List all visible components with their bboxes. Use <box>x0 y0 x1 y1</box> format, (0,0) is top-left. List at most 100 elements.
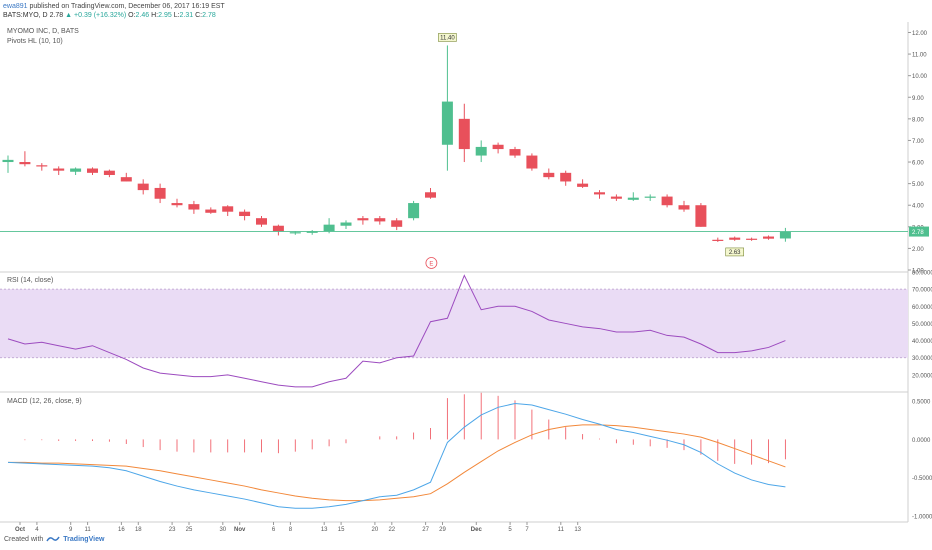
time-tick-label: 15 <box>338 527 345 533</box>
price-tick-label: 10.00 <box>912 74 928 80</box>
candle-body <box>610 196 622 199</box>
main-pane-title: MYOMO INC, D, BATS <box>7 28 79 35</box>
candle-body <box>729 237 741 240</box>
candle-body <box>154 187 166 199</box>
candle-body <box>87 168 98 173</box>
earnings-event-icon <box>425 257 438 269</box>
candle-body <box>2 159 14 163</box>
time-tick-label: 7 <box>525 527 529 533</box>
up-arrow-icon: ▲ <box>65 12 73 19</box>
candle-body <box>53 168 65 171</box>
earnings-event-label: E <box>429 262 433 268</box>
candle-body <box>289 232 301 234</box>
rsi-tick-label: 20.0000 <box>912 373 932 379</box>
candle-body <box>256 218 267 225</box>
macd-pane-title: MACD (12, 26, close, 9) <box>7 398 82 405</box>
macd-signal-line <box>8 424 786 502</box>
time-tick-label: 23 <box>169 527 176 533</box>
price-tick-label: 9.00 <box>912 96 924 102</box>
last-price: 2.78 <box>49 12 64 19</box>
time-tick-label: 8 <box>289 527 293 533</box>
price-tick-label: 12.00 <box>912 31 928 37</box>
pivots-indicator-label: Pivots HL (10, 10) <box>7 38 63 45</box>
high-value: 2.95 <box>158 12 172 19</box>
candle-body <box>712 239 724 241</box>
rsi-tick-label: 70.0000 <box>912 288 932 294</box>
time-axis[interactable]: Oct 4 9 11 16 18 23 25 30 Nov 6 8 13 15 20 22 27 29 Dec 5 7 1… <box>15 522 582 533</box>
candle-body <box>560 172 572 182</box>
footer-brand[interactable]: TradingView <box>63 536 105 543</box>
candle-body <box>526 155 538 169</box>
candle-body <box>120 177 132 182</box>
time-tick-label: 11 <box>84 527 91 533</box>
time-tick-label: 29 <box>439 527 446 533</box>
close-label: C: <box>195 12 203 19</box>
candle-body <box>188 204 200 210</box>
pivot-low-label: 2.63 <box>729 250 741 256</box>
macd-line <box>7 402 786 509</box>
rsi-tick-label: 60.0000 <box>912 305 932 311</box>
chart-background <box>0 22 909 523</box>
price-tick-label: 4.00 <box>912 204 924 210</box>
author-link[interactable]: ewa891 <box>3 3 28 10</box>
candle-body <box>746 238 758 240</box>
candle-body <box>492 144 504 150</box>
candle-body <box>543 172 555 178</box>
time-tick-label: 6 <box>272 527 276 533</box>
candle-body <box>475 146 487 156</box>
macd-pane[interactable]: -1.0000 -0.5000 0.0000 0.5000 <box>7 392 932 521</box>
time-tick-label: 13 <box>574 527 581 533</box>
price-tick-label: 1.00 <box>912 269 924 275</box>
open-value: 2.46 <box>135 12 150 19</box>
time-tick-label: 5 <box>508 527 512 533</box>
time-tick-label: Nov <box>234 527 246 533</box>
time-tick-label: 11 <box>558 527 565 533</box>
time-tick-label: 30 <box>219 527 226 533</box>
price-change: +0.39 (+16.32%) <box>74 12 127 19</box>
price-tick-label: 11.00 <box>912 53 927 59</box>
candle-body <box>171 203 183 206</box>
pivot-high-label: 11.40 <box>440 35 455 41</box>
candle-body <box>340 222 352 226</box>
candle-body <box>205 209 217 213</box>
rsi-tick-label: 40.0000 <box>912 339 932 345</box>
candle-body <box>441 101 453 145</box>
macd-tick-label: -0.5000 <box>912 476 932 482</box>
candle-body <box>36 165 48 167</box>
rsi-line <box>7 274 786 388</box>
rsi-tick-label: 80.0000 <box>912 271 932 277</box>
price-tick-label: 5.00 <box>912 182 924 188</box>
time-tick-label: 4 <box>35 527 39 533</box>
candle-body <box>391 220 403 227</box>
footer: Created with TradingView <box>4 535 104 544</box>
price-tick-label: 8.00 <box>912 117 924 123</box>
candle-body <box>222 206 234 212</box>
candle-body <box>323 224 335 232</box>
candle-body <box>239 211 251 217</box>
candle-body <box>678 205 690 210</box>
time-tick-label: 9 <box>69 527 73 533</box>
candle-body <box>425 192 436 198</box>
last-price-label: 2.78 <box>912 230 924 236</box>
publish-date: published on TradingView.com, December 0… <box>29 3 225 10</box>
candle-body <box>661 196 673 206</box>
time-tick-label: Oct <box>15 527 25 533</box>
time-tick-label: 16 <box>118 527 125 533</box>
candle-body <box>763 236 774 239</box>
candle-body <box>306 231 318 233</box>
macd-tick-label: 0.5000 <box>912 400 931 406</box>
rsi-tick-label: 30.0000 <box>912 356 932 362</box>
candle-body <box>408 203 420 219</box>
symbol: BATS:MYO, D <box>3 12 48 19</box>
price-tick-label: 7.00 <box>912 139 924 145</box>
candlestick-pane[interactable]: 1.002.003.004.005.006.007.008.009.0010.0… <box>0 31 929 275</box>
macd-tick-label: 0.0000 <box>912 438 931 444</box>
time-tick-label: 25 <box>186 527 193 533</box>
low-label: L: <box>173 12 180 19</box>
pivot-high-label-box <box>438 33 457 42</box>
footer-created: Created with <box>4 536 44 543</box>
candle-body <box>627 197 639 200</box>
rsi-pane[interactable]: 20.0000 30.0000 40.0000 50.0000 60.0000 70.00… <box>0 271 932 388</box>
candle-body <box>594 192 605 195</box>
